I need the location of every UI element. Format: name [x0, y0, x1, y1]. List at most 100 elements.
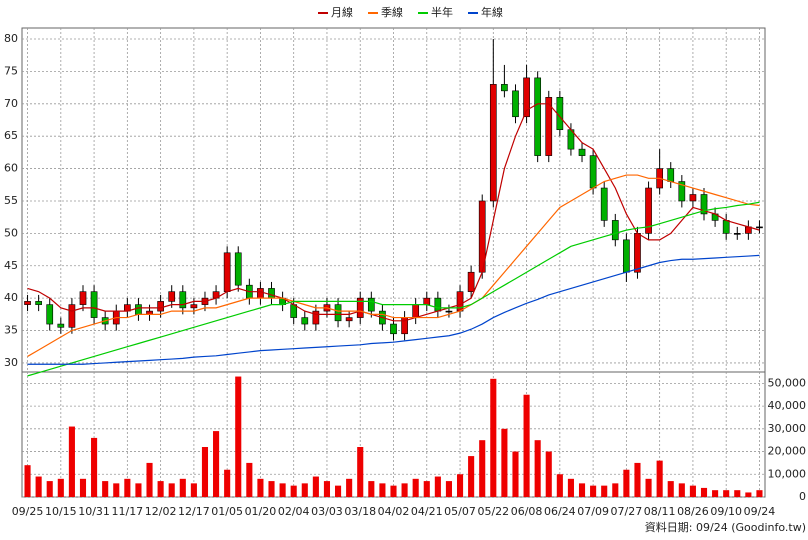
ma-line — [27, 254, 760, 365]
candle-body — [257, 288, 264, 299]
volume-bar — [601, 485, 608, 497]
volume-bar — [678, 483, 685, 497]
volume-bar — [689, 485, 696, 497]
volume-bar — [468, 456, 475, 497]
candle-body — [645, 187, 652, 234]
candle-body — [489, 84, 497, 202]
x-tick-label: 07/27 — [611, 505, 643, 518]
volume-bar — [246, 462, 253, 497]
candle-body — [367, 297, 375, 312]
candle-body — [234, 252, 242, 286]
candle-body — [223, 252, 231, 292]
candle-body — [634, 233, 641, 273]
volume-bar — [667, 481, 674, 497]
volume-bar — [290, 485, 297, 497]
volume-bar — [224, 469, 231, 497]
x-tick-label: 09/24 — [744, 505, 776, 518]
volume-bar — [456, 474, 464, 497]
candle-body — [135, 304, 142, 315]
volume-bar — [634, 462, 641, 497]
y-tick-label: 70 — [4, 97, 18, 110]
volume-bar — [645, 478, 652, 497]
candle-body — [356, 297, 364, 318]
volume-bar — [490, 378, 497, 497]
candle-body — [68, 304, 76, 328]
volume-bar — [445, 481, 452, 497]
volume-bar — [346, 478, 353, 497]
volume-bar — [124, 478, 131, 497]
volume-bar — [512, 451, 519, 497]
y2-tick-label: 10,000 — [768, 467, 807, 480]
y-tick-label: 60 — [4, 162, 18, 175]
candle-body — [57, 323, 65, 328]
candle-body — [179, 291, 187, 309]
candle-body — [578, 148, 586, 156]
x-tick-label: 05/22 — [477, 505, 509, 518]
candle-body — [35, 301, 42, 305]
volume-bar — [479, 440, 486, 497]
volume-bar — [135, 483, 142, 497]
ma-line — [27, 174, 760, 357]
volume-bar — [545, 451, 552, 497]
candle-body — [733, 233, 741, 235]
volume-bar — [146, 462, 153, 497]
candle-body — [301, 317, 309, 325]
volume-bar — [357, 447, 364, 497]
candle-body — [623, 239, 630, 273]
volume-bar — [423, 481, 430, 497]
volume-bar — [235, 376, 242, 497]
candle-body — [46, 304, 54, 325]
volume-bar — [179, 478, 186, 497]
volume-bar — [213, 431, 220, 497]
volume-bar — [700, 487, 708, 497]
candle-body — [722, 220, 730, 234]
volume-bar — [723, 490, 730, 497]
candle-body — [523, 77, 530, 118]
volume-bar — [323, 481, 331, 497]
volume-bar — [623, 469, 630, 497]
x-tick-label: 08/26 — [677, 505, 709, 518]
volume-bar — [523, 394, 530, 497]
x-tick-label: 12/17 — [178, 505, 210, 518]
volume-bar — [590, 485, 597, 497]
candle-body — [600, 187, 608, 221]
candle-body — [412, 304, 420, 318]
volume-bar — [612, 483, 619, 497]
candle-body — [756, 226, 763, 229]
legend-label: 季線 — [381, 5, 403, 19]
volume-bar — [168, 483, 175, 497]
y-tick-label: 40 — [4, 291, 18, 304]
candle-body — [268, 288, 275, 299]
y-tick-label: 30 — [4, 356, 18, 369]
x-tick-label: 09/10 — [710, 505, 742, 518]
x-tick-label: 04/21 — [411, 505, 443, 518]
volume-bar — [501, 428, 508, 497]
candle-body — [534, 77, 542, 156]
x-tick-label: 06/08 — [511, 505, 543, 518]
volume-bar — [734, 490, 741, 497]
ma-line — [27, 201, 760, 377]
y-tick-label: 35 — [4, 324, 18, 337]
volume-bar — [79, 478, 87, 497]
y-tick-label: 65 — [4, 129, 18, 142]
volume-bar — [102, 481, 109, 497]
volume-bar — [756, 490, 763, 497]
volume-bar — [390, 485, 397, 497]
y-tick-label: 75 — [4, 64, 18, 77]
y2-tick-label: 50,000 — [768, 376, 807, 389]
volume-bar — [712, 490, 719, 497]
candle-body — [24, 301, 31, 305]
candle-body — [700, 194, 708, 215]
candle-body — [190, 304, 198, 309]
x-tick-label: 01/20 — [245, 505, 277, 518]
x-tick-label: 10/31 — [78, 505, 110, 518]
candle-body — [312, 310, 320, 325]
volume-bar — [434, 476, 441, 497]
candle-body — [667, 168, 675, 182]
y-tick-label: 45 — [4, 259, 18, 272]
candle-body — [390, 323, 397, 335]
x-tick-label: 04/02 — [378, 505, 410, 518]
volume-bar — [578, 483, 586, 497]
candle-body — [689, 194, 697, 202]
legend-label: 年線 — [481, 5, 503, 19]
